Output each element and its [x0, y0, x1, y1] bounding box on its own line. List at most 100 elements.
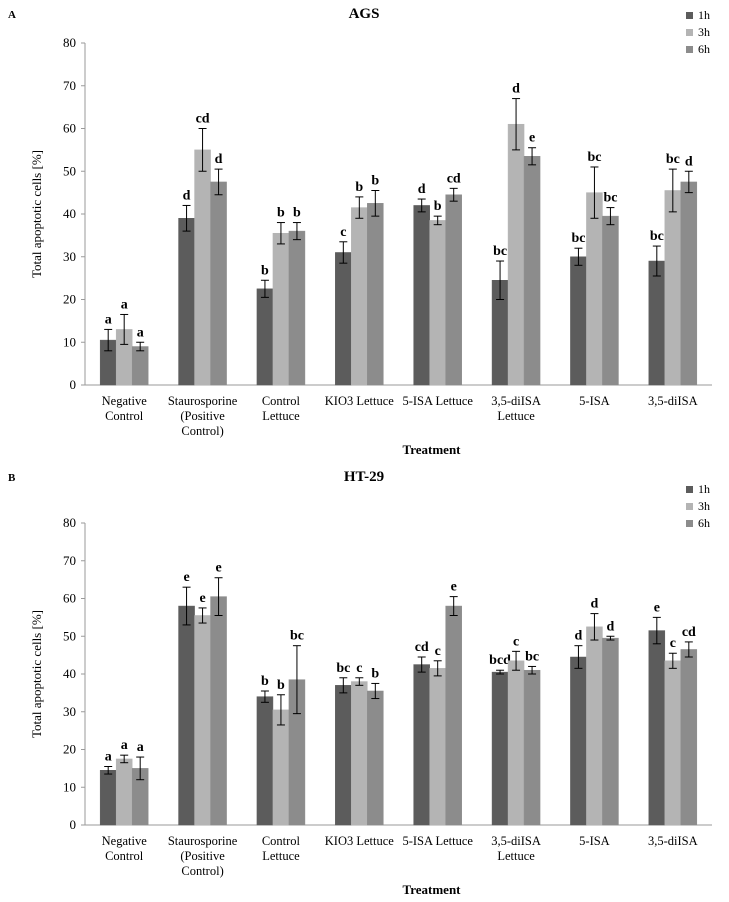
significance-label: bc — [290, 629, 304, 644]
bar-6h-7 — [680, 649, 698, 826]
significance-label: a — [137, 740, 144, 755]
legend-swatch-1h — [686, 486, 693, 493]
y-tick-label: 40 — [63, 666, 76, 681]
significance-label: a — [121, 297, 128, 312]
significance-label: b — [434, 199, 442, 214]
bar-3h-1 — [194, 149, 211, 386]
significance-label: bc — [666, 152, 680, 167]
category-label: Negative — [102, 394, 148, 408]
x-axis-label: Treatment — [403, 882, 462, 897]
legend-label: 1h — [698, 8, 710, 22]
bar-1h-7 — [648, 630, 666, 826]
significance-label: b — [261, 263, 269, 278]
bar-3h-7 — [664, 660, 682, 826]
significance-label: a — [105, 312, 112, 327]
chart-title: AGS — [349, 6, 380, 22]
legend-label: 6h — [698, 42, 710, 56]
legend-swatch-6h — [686, 520, 693, 527]
bar-3h-3 — [351, 681, 368, 826]
significance-label: a — [137, 325, 144, 340]
category-label: Negative — [102, 834, 148, 848]
legend-swatch-6h — [686, 46, 693, 53]
panel-label: A — [8, 9, 16, 21]
chart-title: HT-29 — [344, 469, 384, 485]
significance-label: d — [685, 154, 693, 169]
significance-label: cd — [196, 112, 210, 127]
category-label: 3,5-diISA — [491, 834, 541, 848]
category-label: Staurosporine — [168, 394, 238, 408]
bar-6h-0 — [131, 346, 149, 386]
category-label: Control — [105, 409, 144, 423]
bar-1h-3 — [335, 252, 352, 386]
bar-3h-4 — [429, 668, 446, 826]
bar-1h-4 — [413, 664, 430, 826]
significance-label: d — [607, 619, 615, 634]
legend-swatch-3h — [686, 29, 693, 36]
category-label: Lettuce — [497, 409, 535, 423]
bar-3h-2 — [272, 232, 290, 386]
y-tick-label: 0 — [70, 377, 77, 392]
significance-label: cd — [415, 640, 429, 655]
significance-label: c — [435, 644, 441, 659]
bar-3h-3 — [351, 207, 368, 386]
legend-label: 3h — [698, 499, 710, 513]
bar-3h-5 — [507, 123, 525, 386]
category-label: Control — [262, 394, 301, 408]
bar-1h-6 — [570, 256, 587, 386]
bar-1h-0 — [99, 770, 117, 826]
x-axis-label: Treatment — [403, 442, 462, 457]
legend-label: 6h — [698, 516, 710, 530]
significance-label: b — [371, 666, 379, 681]
significance-label: b — [261, 674, 269, 689]
significance-label: c — [670, 636, 676, 651]
significance-label: e — [215, 561, 221, 576]
category-label: Lettuce — [262, 849, 300, 863]
category-label: (Positive — [180, 409, 225, 423]
category-label: KIO3 Lettuce — [325, 394, 395, 408]
bar-3h-6 — [586, 192, 603, 386]
bar-3h-0 — [115, 758, 133, 826]
significance-label: bc — [571, 231, 585, 246]
significance-label: c — [513, 634, 519, 649]
bar-6h-6 — [602, 637, 619, 826]
significance-label: d — [575, 629, 583, 644]
category-label: Control — [262, 834, 301, 848]
bar-1h-6 — [570, 656, 587, 826]
category-label: Lettuce — [497, 849, 535, 863]
significance-label: a — [121, 738, 128, 753]
bar-6h-3 — [367, 203, 384, 386]
bar-6h-6 — [602, 215, 619, 386]
y-tick-label: 20 — [63, 742, 76, 757]
bar-3h-1 — [194, 615, 211, 826]
bar-1h-2 — [256, 696, 274, 826]
significance-label: cd — [447, 171, 461, 186]
chart-panel-a: A AGS 0 10 20 30 40 50 60 70 80 Total apoptotic cel… — [8, 6, 712, 457]
bar-1h-5 — [491, 671, 509, 826]
significance-label: e — [654, 600, 660, 615]
y-axis-label: Total apoptotic cells [%] — [29, 150, 44, 278]
y-tick-label: 10 — [63, 334, 76, 349]
bar-3h-5 — [507, 660, 525, 826]
bar-1h-3 — [335, 685, 352, 826]
category-label: 3,5-diISA — [648, 834, 698, 848]
significance-label: a — [105, 749, 112, 764]
category-label: 3,5-diISA — [648, 394, 698, 408]
y-tick-label: 80 — [63, 35, 76, 50]
y-tick-label: 70 — [63, 78, 76, 93]
y-tick-label: 50 — [63, 163, 76, 178]
legend-swatch-1h — [686, 12, 693, 19]
category-label: (Positive — [180, 849, 225, 863]
y-tick-label: 30 — [63, 249, 76, 264]
y-tick-label: 70 — [63, 553, 76, 568]
bar-1h-1 — [178, 605, 195, 826]
bar-3h-2 — [272, 709, 290, 826]
significance-label: bc — [650, 229, 664, 244]
y-tick-label: 30 — [63, 704, 76, 719]
bar-6h-7 — [680, 181, 698, 386]
significance-label: b — [277, 678, 285, 693]
legend-swatch-3h — [686, 503, 693, 510]
significance-label: d — [183, 188, 191, 203]
bar-6h-4 — [445, 194, 462, 386]
y-tick-label: 50 — [63, 628, 76, 643]
category-label: 3,5-diISA — [491, 394, 541, 408]
